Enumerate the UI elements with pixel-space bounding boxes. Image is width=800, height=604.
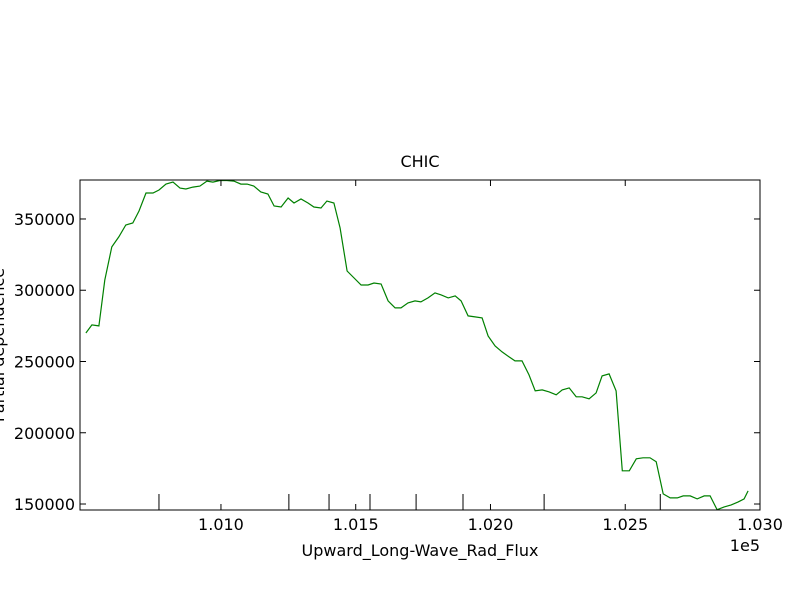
y-tick-label: 300000 xyxy=(14,281,75,300)
y-tick-label: 250000 xyxy=(14,352,75,371)
y-tick-label: 200000 xyxy=(14,424,75,443)
plot-area xyxy=(85,179,749,511)
x-offset-label: 1e5 xyxy=(730,536,760,555)
y-tick-label: 150000 xyxy=(14,495,75,514)
x-axis-label: Upward_Long-Wave_Rad_Flux xyxy=(302,541,539,561)
data-line xyxy=(85,179,749,511)
y-tick-label: 350000 xyxy=(14,210,75,229)
x-tick-label: 1.015 xyxy=(333,515,379,534)
x-tick-label: 1.025 xyxy=(602,515,648,534)
x-tick-label: 1.010 xyxy=(198,515,244,534)
chart-title: CHIC xyxy=(400,152,439,171)
y-axis-label: Partial dependence xyxy=(0,268,8,422)
axes-frame xyxy=(79,179,761,511)
x-tick-label: 1.030 xyxy=(737,515,783,534)
x-tick-label: 1.020 xyxy=(468,515,514,534)
